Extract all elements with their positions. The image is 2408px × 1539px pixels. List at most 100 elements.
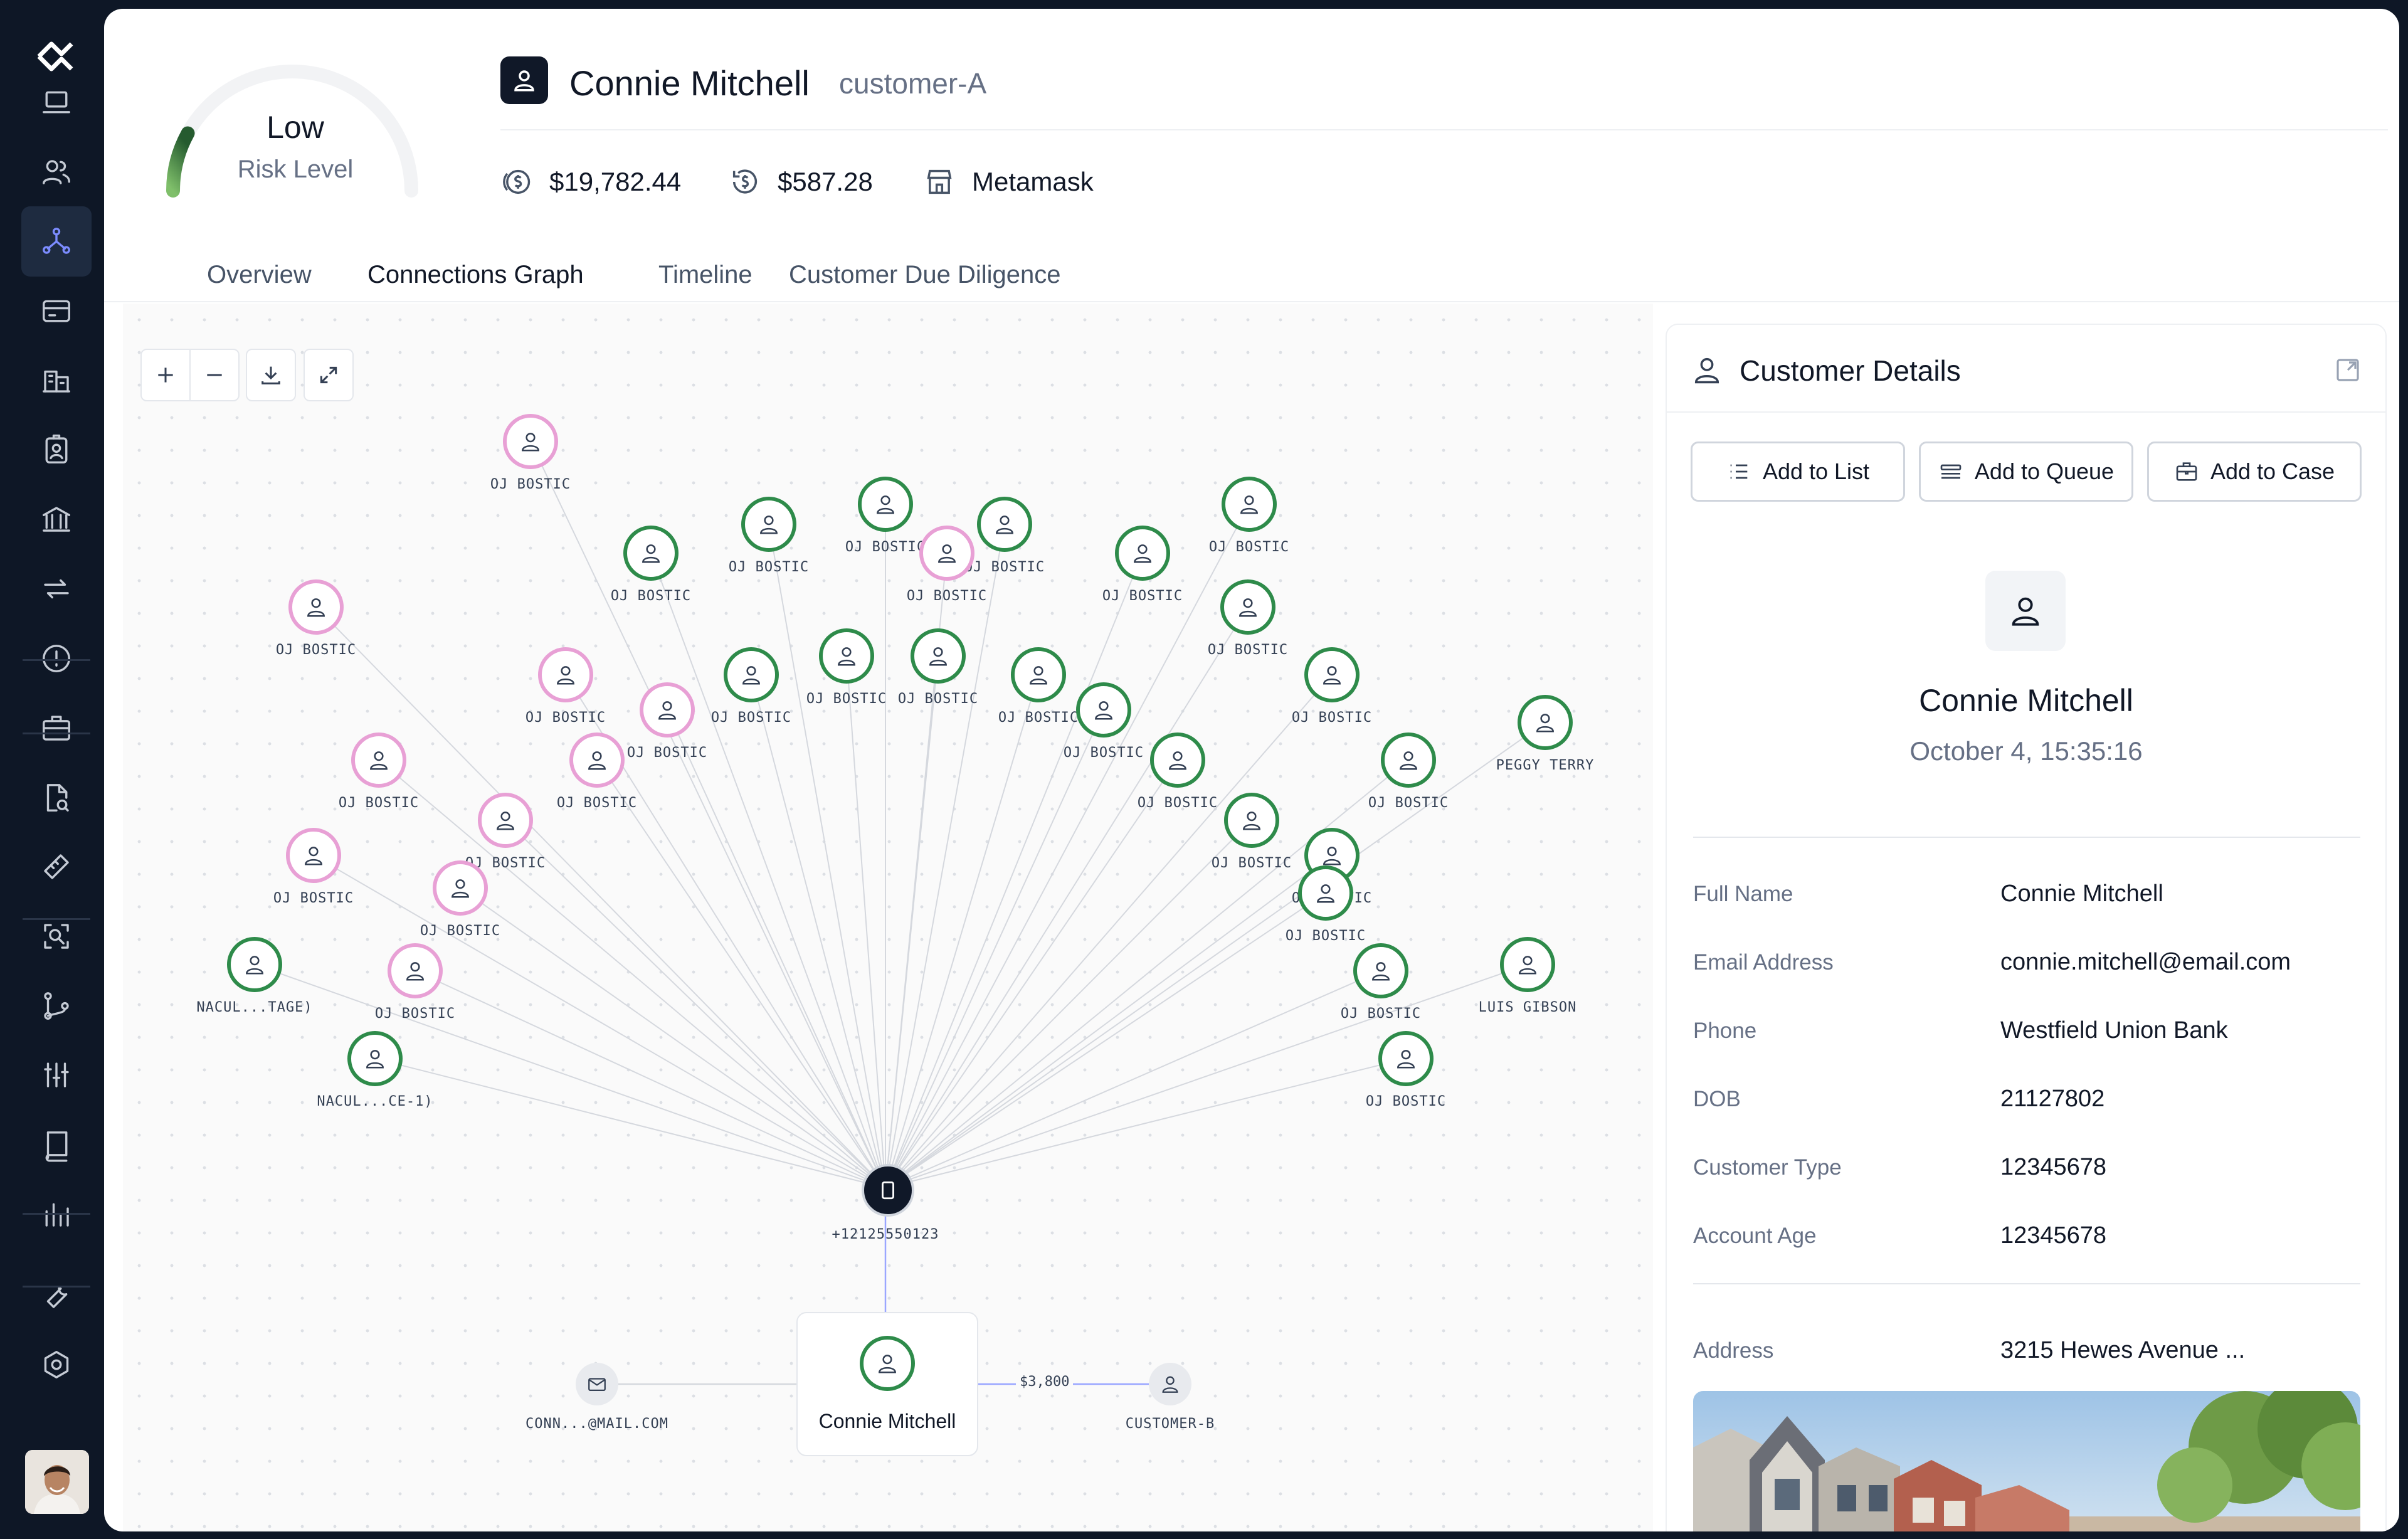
graph-node[interactable] bbox=[1518, 695, 1573, 750]
sidebar-item-alert[interactable] bbox=[21, 623, 92, 694]
add-to-case-button[interactable]: Add to Case bbox=[2147, 442, 2362, 502]
sidebar-item-briefcase[interactable] bbox=[21, 693, 92, 763]
graph-node[interactable] bbox=[388, 943, 443, 998]
scan-search-icon bbox=[44, 924, 69, 949]
graph-node[interactable] bbox=[288, 579, 344, 635]
sidebar-item-transfer[interactable] bbox=[21, 554, 92, 624]
sidebar-item-book[interactable] bbox=[21, 1110, 92, 1180]
sidebar-item-scan-search[interactable] bbox=[21, 901, 92, 971]
user-icon bbox=[742, 666, 760, 685]
recurring-value: $587.28 bbox=[778, 167, 873, 196]
graph-node[interactable] bbox=[227, 937, 282, 992]
sidebar-item-wrench[interactable] bbox=[21, 1261, 92, 1331]
center-customer-node[interactable]: Connie Mitchell bbox=[796, 1312, 978, 1456]
zoom-out-button[interactable] bbox=[191, 351, 238, 399]
graph-node[interactable] bbox=[503, 414, 558, 469]
graph-node[interactable] bbox=[819, 628, 874, 684]
graph-edge bbox=[885, 674, 1039, 1188]
sidebar-item-git-branch[interactable] bbox=[21, 971, 92, 1041]
graph-node[interactable] bbox=[741, 497, 796, 552]
expand-icon bbox=[320, 366, 337, 384]
graph-node[interactable] bbox=[1353, 943, 1408, 998]
graph-node-label: OJ BOSTIC bbox=[710, 710, 792, 726]
graph-node-label: OJ BOSTIC bbox=[1063, 745, 1144, 761]
detail-value-email: connie.mitchell@email.com bbox=[2000, 949, 2291, 975]
sidebar-item-graph[interactable] bbox=[21, 206, 92, 277]
graph-node[interactable] bbox=[538, 647, 593, 702]
graph-node[interactable] bbox=[1381, 732, 1436, 788]
graph-edge bbox=[415, 970, 886, 1188]
graph-node[interactable] bbox=[1115, 526, 1170, 581]
panel-header-divider bbox=[1667, 411, 2385, 413]
detail-key-email: Email Address bbox=[1693, 950, 1834, 975]
sidebar-item-bar-chart[interactable] bbox=[21, 1179, 92, 1249]
graph-node[interactable] bbox=[1150, 732, 1205, 788]
tab-customer-due-diligence[interactable]: Customer Due Diligence bbox=[789, 261, 1061, 288]
graph-node[interactable] bbox=[1224, 793, 1279, 848]
user-icon bbox=[642, 544, 660, 563]
phone-icon bbox=[882, 1181, 894, 1200]
sidebar-item-settings[interactable] bbox=[21, 1330, 92, 1400]
user-icon bbox=[877, 495, 894, 514]
briefcase-icon bbox=[43, 716, 70, 741]
graph-edge bbox=[768, 524, 886, 1188]
graph-node-label: OJ BOSTIC bbox=[374, 1006, 456, 1022]
graph-node[interactable] bbox=[858, 477, 913, 532]
zoom-in-button[interactable] bbox=[142, 351, 189, 399]
graph-node[interactable] bbox=[478, 793, 533, 848]
sidebar-item-card[interactable] bbox=[21, 276, 92, 346]
add-to-queue-button[interactable]: Add to Queue bbox=[1919, 442, 2133, 502]
graph-node[interactable] bbox=[623, 526, 679, 581]
add-to-list-button[interactable]: Add to List bbox=[1691, 442, 1905, 502]
graph-node[interactable] bbox=[351, 732, 406, 788]
graph-node[interactable] bbox=[977, 497, 1032, 552]
graph-node[interactable] bbox=[1011, 647, 1066, 702]
graph-edge bbox=[885, 1058, 1407, 1188]
download-graph-button[interactable] bbox=[246, 349, 296, 401]
graph-node-label: LUIS GIBSON bbox=[1478, 1000, 1577, 1015]
graph-edge bbox=[885, 759, 1178, 1188]
graph-node[interactable] bbox=[640, 682, 695, 738]
sidebar-item-laptop[interactable] bbox=[21, 67, 92, 137]
sidebar-item-id-badge[interactable] bbox=[21, 415, 92, 485]
graph-node[interactable] bbox=[347, 1031, 403, 1086]
wallet-value: Metamask bbox=[972, 167, 1094, 196]
phone-hub-node[interactable] bbox=[862, 1164, 914, 1217]
book-icon bbox=[45, 1131, 68, 1162]
tab-timeline[interactable]: Timeline bbox=[658, 261, 752, 288]
external-link-icon[interactable] bbox=[2333, 355, 2363, 385]
sidebar-item-users[interactable] bbox=[21, 137, 92, 207]
graph-node[interactable] bbox=[911, 628, 966, 684]
email-node[interactable] bbox=[576, 1363, 618, 1405]
user-avatar[interactable] bbox=[25, 1450, 89, 1514]
fullscreen-button[interactable] bbox=[304, 349, 354, 401]
graph-node[interactable] bbox=[433, 860, 488, 916]
graph-node[interactable] bbox=[1378, 1031, 1434, 1086]
tab-connections-graph[interactable]: Connections Graph bbox=[367, 261, 584, 288]
connections-graph[interactable]: OJ BOSTIC OJ BOSTIC OJ BOSTIC OJ BOSTIC OJ B… bbox=[123, 304, 1653, 1531]
graph-icon bbox=[43, 228, 70, 254]
graph-node[interactable] bbox=[1304, 647, 1360, 702]
sidebar-divider bbox=[23, 1213, 90, 1215]
graph-node[interactable] bbox=[919, 526, 974, 581]
graph-node[interactable] bbox=[286, 828, 341, 883]
graph-node[interactable] bbox=[1298, 865, 1353, 921]
graph-node[interactable] bbox=[1076, 682, 1131, 738]
sidebar-item-bank[interactable] bbox=[21, 484, 92, 554]
customer-b-node[interactable] bbox=[1149, 1363, 1191, 1405]
app-logo[interactable] bbox=[36, 39, 75, 74]
graph-edges bbox=[254, 441, 1546, 1385]
graph-node[interactable] bbox=[1222, 477, 1277, 532]
user-icon bbox=[929, 647, 947, 666]
sidebar-item-file-search[interactable] bbox=[21, 763, 92, 833]
user-icon bbox=[1243, 812, 1260, 830]
graph-node[interactable] bbox=[1220, 579, 1275, 635]
graph-node[interactable] bbox=[1500, 937, 1555, 992]
sidebar-item-sliders[interactable] bbox=[21, 1040, 92, 1110]
sidebar-item-ruler[interactable] bbox=[21, 832, 92, 902]
graph-node[interactable] bbox=[569, 732, 625, 788]
risk-gauge bbox=[166, 65, 418, 198]
graph-node[interactable] bbox=[724, 647, 779, 702]
sidebar-item-buildings[interactable] bbox=[21, 345, 92, 415]
tab-overview[interactable]: Overview bbox=[207, 261, 312, 288]
